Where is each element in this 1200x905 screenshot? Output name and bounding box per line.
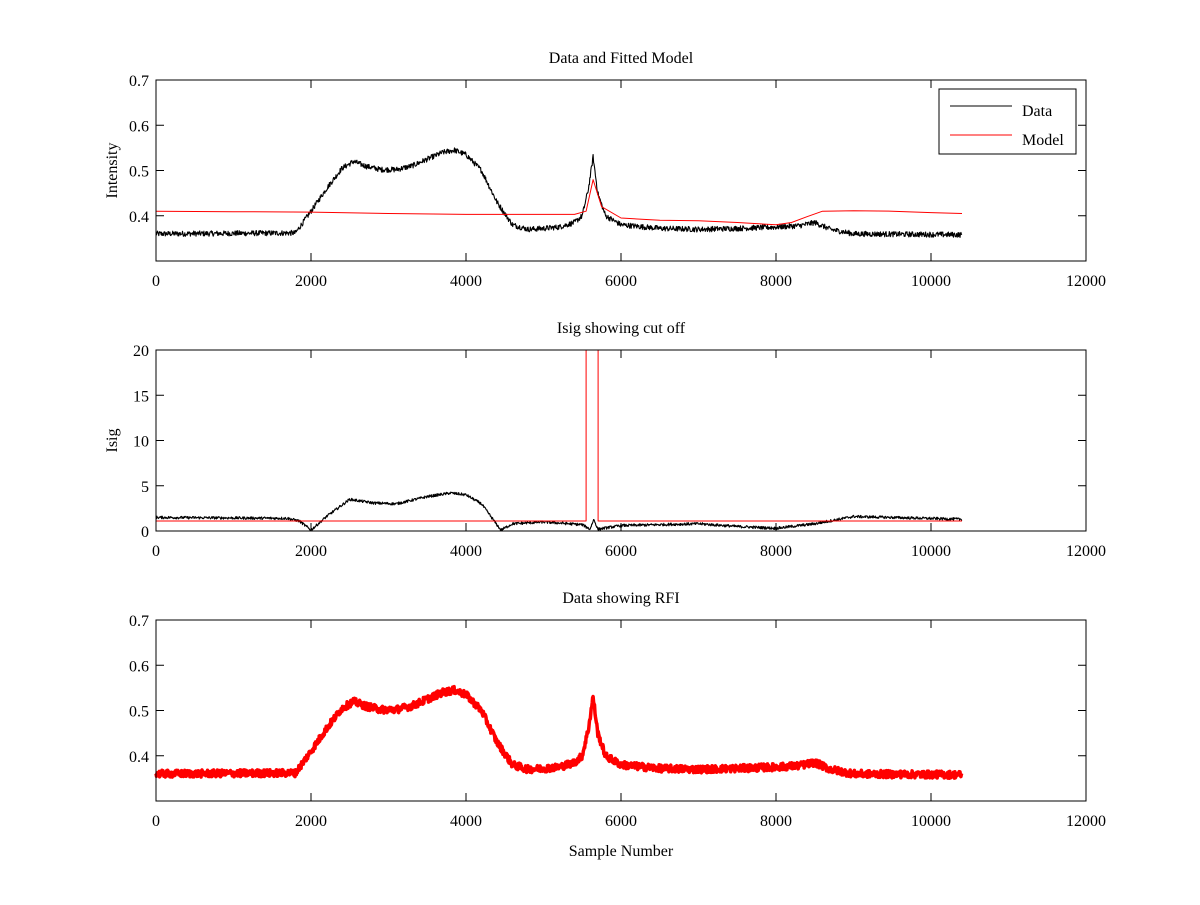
x-tick-label: 8000 (760, 543, 792, 560)
y-axis-label: Isig (104, 429, 121, 453)
x-tick-label: 0 (152, 543, 160, 560)
x-tick-label: 12000 (1066, 273, 1106, 290)
x-tick-label: 10000 (911, 543, 951, 560)
legend-label-model: Model (1022, 132, 1064, 149)
series-line-cut-off (156, 349, 962, 522)
series-line-isig (155, 491, 963, 532)
chart-title: Data and Fitted Model (549, 50, 694, 67)
x-tick-label: 4000 (450, 273, 482, 290)
y-tick-label: 0.4 (129, 209, 149, 226)
chart-title: Data showing RFI (562, 590, 679, 607)
y-tick-label: 0.6 (129, 118, 149, 135)
x-tick-label: 2000 (295, 543, 327, 560)
x-tick-label: 8000 (760, 273, 792, 290)
x-axis-label: Sample Number (569, 843, 674, 860)
y-tick-label: 0.7 (129, 73, 149, 90)
x-tick-label: 4000 (450, 543, 482, 560)
y-tick-label: 0 (141, 524, 149, 541)
y-tick-label: 5 (141, 479, 149, 496)
x-tick-label: 6000 (605, 543, 637, 560)
x-tick-label: 0 (152, 273, 160, 290)
x-tick-label: 6000 (605, 273, 637, 290)
legend-label-data: Data (1022, 103, 1052, 120)
x-tick-label: 12000 (1066, 813, 1106, 830)
x-tick-label: 2000 (295, 813, 327, 830)
y-axis-label: Intensity (104, 143, 121, 199)
panel-3: 0 2000 4000 6000 8000 10000 12000 0.4 0.5 0.6 0.7 D… (129, 590, 1106, 860)
y-tick-label: 0.5 (129, 164, 149, 181)
legend-box (938, 88, 1077, 155)
x-tick-label: 10000 (911, 273, 951, 290)
y-tick-label: 0.6 (129, 658, 149, 675)
x-tick-label: 0 (152, 813, 160, 830)
x-tick-label: 4000 (450, 813, 482, 830)
x-tick-label: 6000 (605, 813, 637, 830)
x-tick-label: 12000 (1066, 543, 1106, 560)
y-tick-label: 0.4 (129, 749, 149, 766)
y-tick-label: 0.7 (129, 613, 149, 630)
x-tick-label: 8000 (760, 813, 792, 830)
panel-1: 0 2000 4000 6000 8000 10000 12000 0.4 0.5 0.6 0.7 D… (104, 50, 1106, 290)
y-tick-label: 10 (133, 434, 149, 451)
series-line-rfi (154, 684, 964, 780)
y-tick-label: 15 (133, 388, 149, 405)
legend: Data Model (938, 88, 1077, 155)
axes-box (155, 349, 1087, 532)
series-line-data (155, 147, 963, 238)
x-tick-label: 2000 (295, 273, 327, 290)
chart-title: Isig showing cut off (557, 320, 686, 337)
series-line-model (155, 179, 963, 226)
y-tick-label: 0.5 (129, 704, 149, 721)
panel-2: 0 2000 4000 6000 8000 10000 12000 0 5 10 15 20 Isig … (104, 320, 1106, 560)
y-tick-label: 20 (133, 343, 149, 360)
x-tick-label: 10000 (911, 813, 951, 830)
